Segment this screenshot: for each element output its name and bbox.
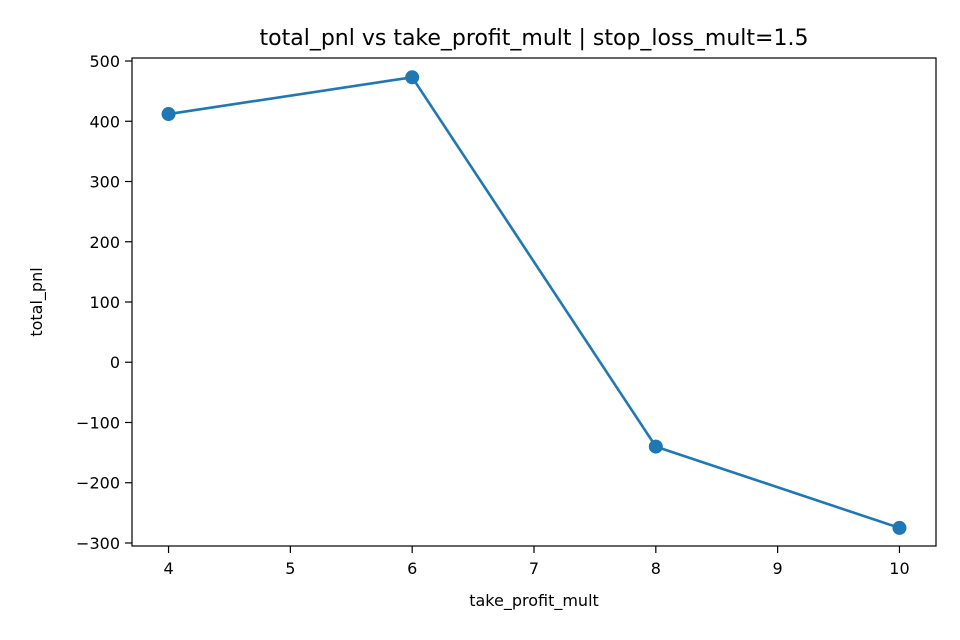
chart-title: total_pnl vs take_profit_mult | stop_los… (260, 26, 809, 51)
x-tick-label: 8 (651, 559, 661, 578)
data-point (892, 520, 907, 535)
x-tick-label: 4 (163, 559, 173, 578)
y-tick-label: −100 (76, 413, 120, 432)
x-tick-label: 9 (773, 559, 783, 578)
x-tick-label: 5 (285, 559, 295, 578)
y-tick-label: 500 (89, 52, 120, 71)
y-axis-ticks: 500 400 300 200 100 0 −100 −200 −300 (76, 52, 132, 553)
x-tick-label: 7 (529, 559, 539, 578)
x-axis-label: take_profit_mult (469, 591, 599, 611)
x-tick-label: 10 (889, 559, 909, 578)
y-tick-label: 0 (110, 353, 120, 372)
y-tick-label: 200 (89, 233, 120, 252)
y-tick-label: −200 (76, 474, 120, 493)
y-tick-label: 100 (89, 293, 120, 312)
x-axis-ticks: 4 5 6 7 8 9 10 (163, 546, 910, 578)
data-point (648, 439, 663, 454)
series-layer (161, 70, 907, 535)
axes-frame (131, 57, 937, 547)
data-point (161, 107, 176, 122)
y-axis-label: total_pnl (27, 267, 47, 336)
y-tick-label: 300 (89, 173, 120, 192)
data-point (405, 70, 420, 85)
y-tick-label: 400 (89, 112, 120, 131)
y-tick-label: −300 (76, 534, 120, 553)
series-line (167, 75, 901, 530)
x-tick-label: 6 (407, 559, 417, 578)
